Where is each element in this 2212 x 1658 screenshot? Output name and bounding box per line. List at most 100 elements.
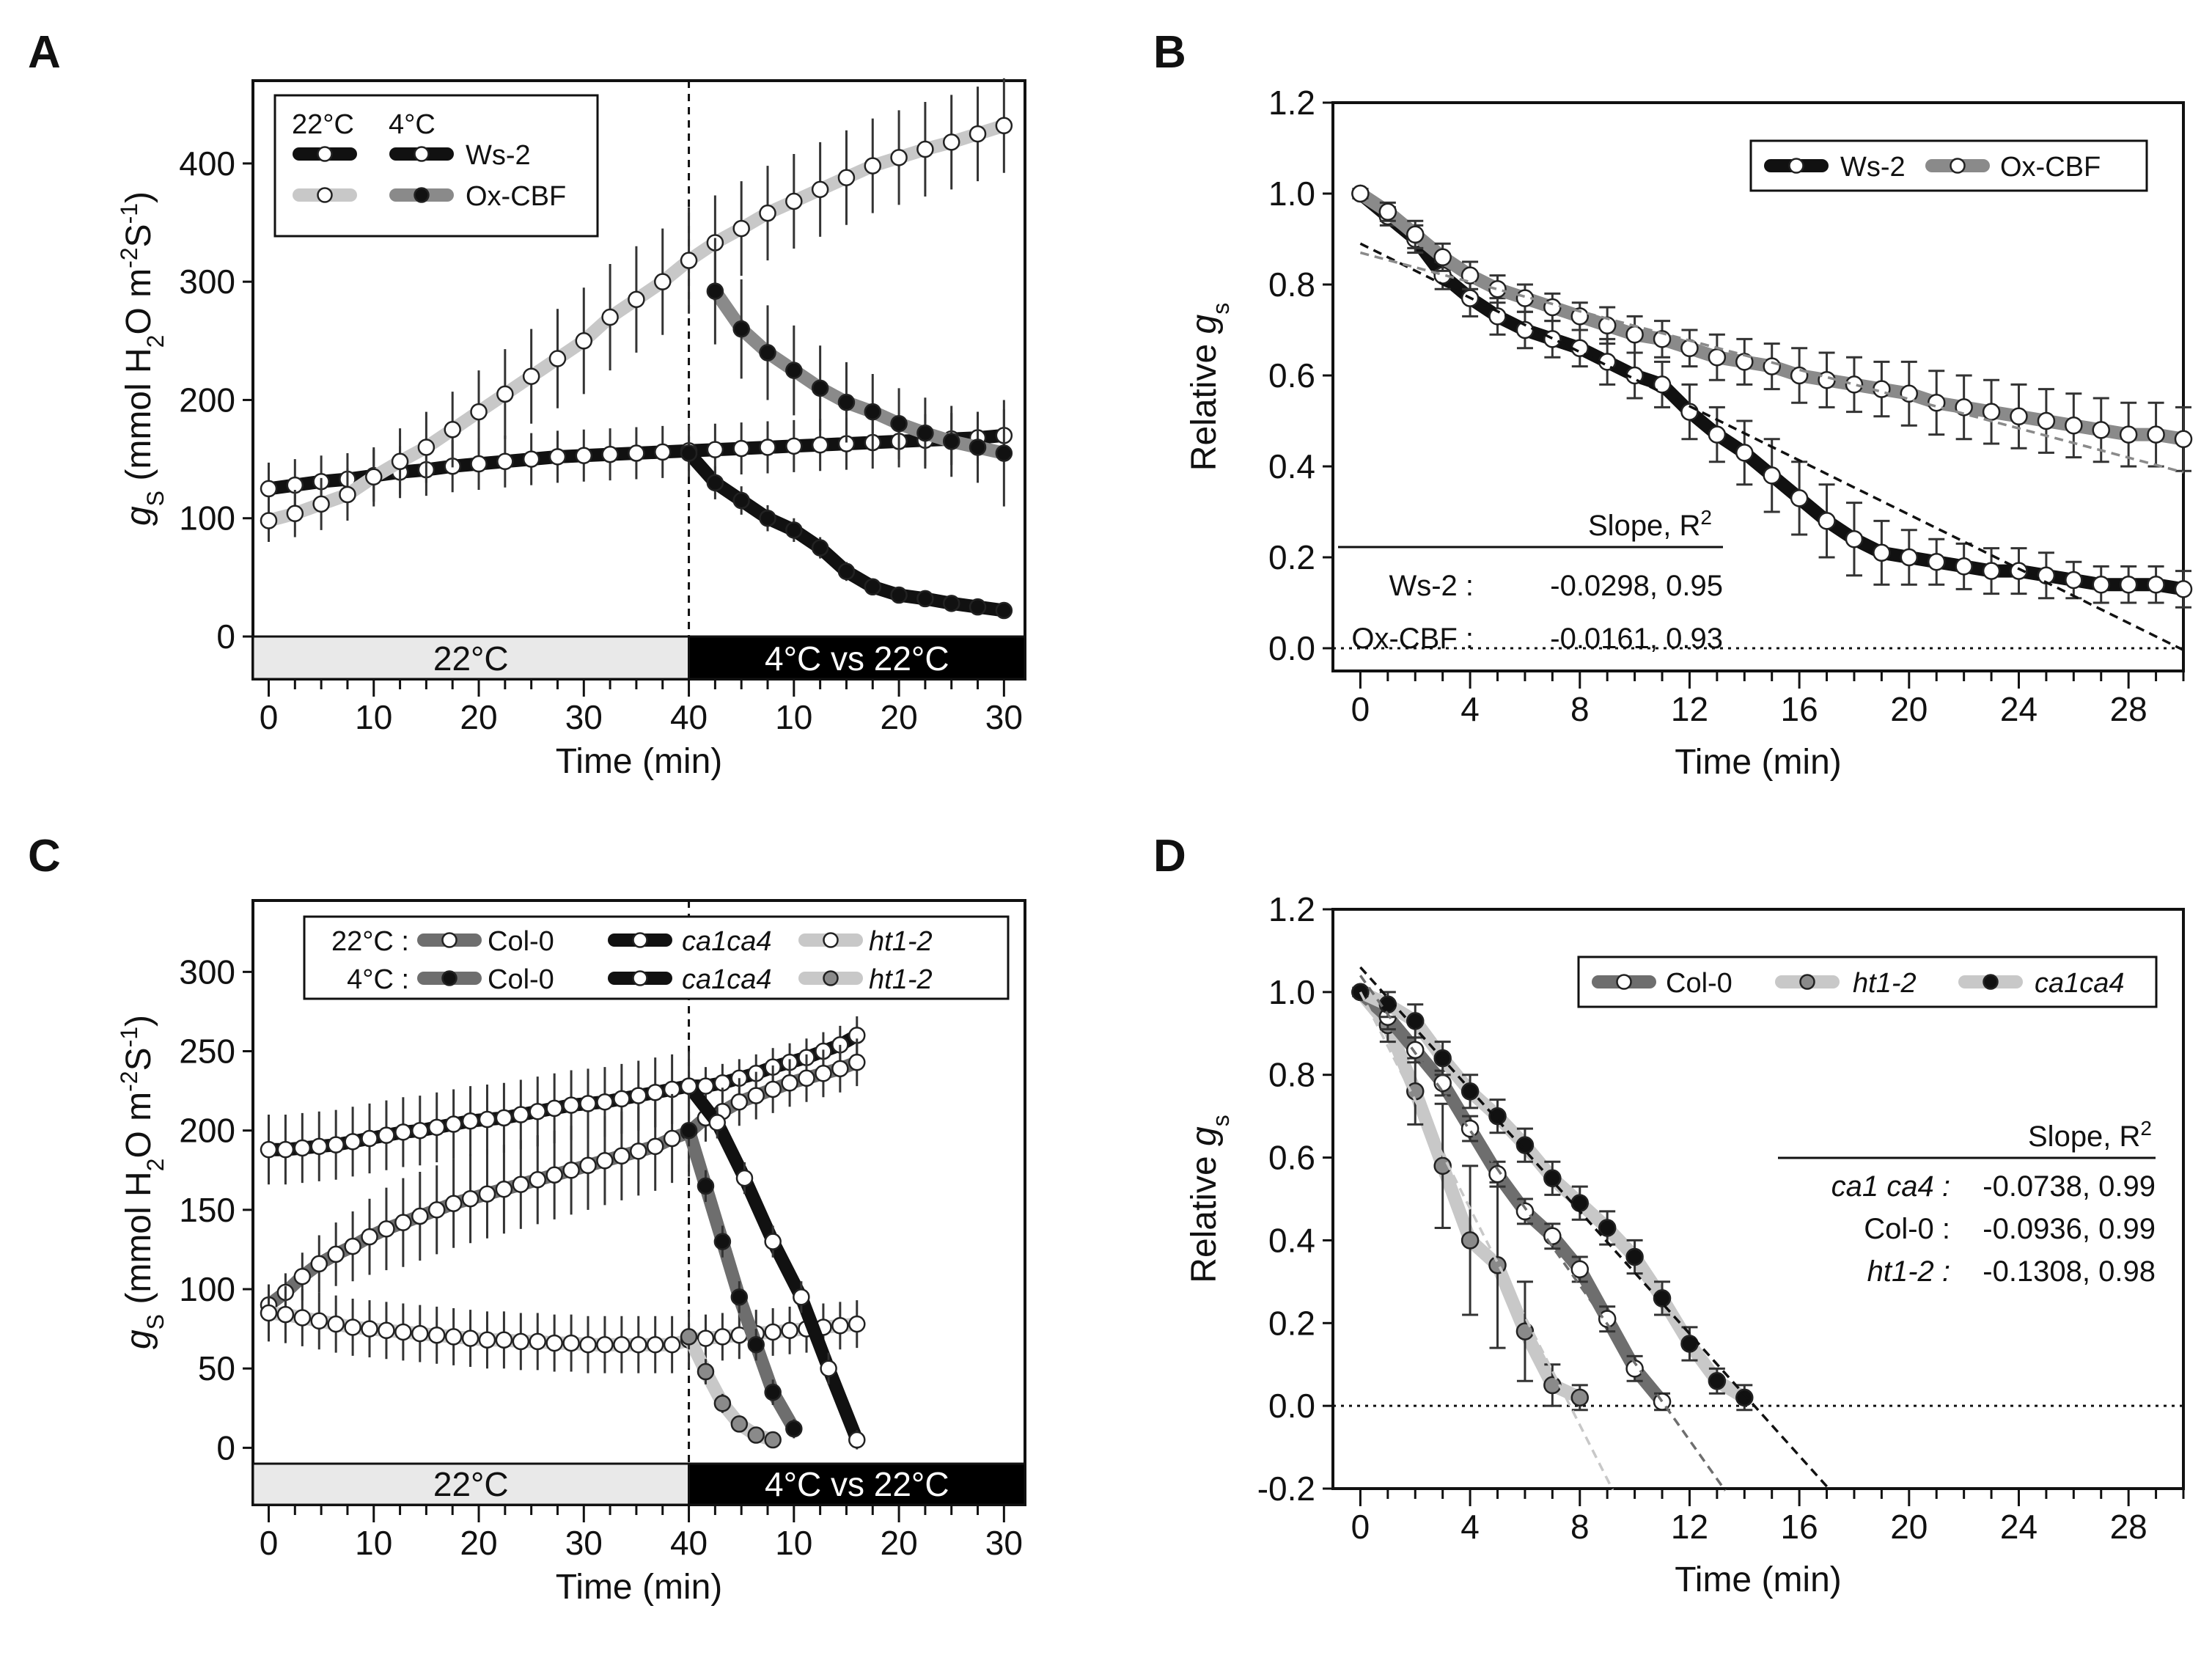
- x-tick-label: 10: [775, 1524, 812, 1562]
- series-data-point: [848, 1053, 866, 1071]
- series-data-point: [630, 1335, 647, 1354]
- series-data-point: [942, 133, 960, 151]
- series-data-point: [361, 1320, 378, 1338]
- series-data-point: [496, 452, 514, 471]
- stats-header-slope: Slope,: [2028, 1120, 2120, 1153]
- series-data-point: [1625, 325, 1644, 344]
- stats-row-key: Ox-CBF :: [1351, 623, 1474, 655]
- series-data-point: [444, 1328, 463, 1346]
- series-series-line: [1353, 187, 2190, 446]
- stats-row-value: -0.0936, 0.99: [1983, 1213, 2156, 1245]
- series-data-point: [260, 512, 278, 529]
- legend-ws2-4-marker: [414, 146, 430, 162]
- y-axis-label-part: -1: [116, 203, 142, 224]
- series-data-point: [942, 433, 960, 450]
- series-data-point: [735, 1169, 754, 1187]
- stats-row-value: -0.0298, 0.95: [1550, 570, 1723, 602]
- series-data-point: [1488, 279, 1507, 298]
- series-data-point: [630, 1142, 647, 1160]
- legend-4-1-marker: [632, 970, 648, 986]
- series-data-point: [2037, 411, 2056, 430]
- series-data-point: [596, 1152, 614, 1170]
- stats-row-value: -0.0161, 0.93: [1550, 623, 1723, 655]
- phase-label-warm: 22°C: [433, 1465, 509, 1503]
- series-data-point: [916, 590, 934, 608]
- series-data-point: [394, 1214, 412, 1231]
- y-tick-label: 0.2: [1268, 1304, 1315, 1342]
- series-data-point: [1625, 1360, 1644, 1378]
- series-data-point: [747, 1087, 765, 1104]
- x-tick-label: 30: [985, 1524, 1023, 1562]
- x-tick-label: 10: [355, 698, 392, 736]
- series-data-point: [1845, 529, 1864, 549]
- x-tick-label: 28: [2110, 690, 2147, 728]
- y-tick-label: 0.0: [1268, 1387, 1315, 1425]
- y-tick-label: 200: [179, 1112, 235, 1150]
- series-data-point: [1460, 1231, 1480, 1250]
- legend-label: ca1ca4: [682, 926, 772, 957]
- series-data-point: [344, 1133, 361, 1151]
- series-data-point: [427, 1201, 446, 1219]
- series-data-point: [2092, 421, 2110, 439]
- series-data-point: [344, 1318, 361, 1336]
- series-data-point: [293, 1139, 312, 1157]
- series-data-point: [764, 1233, 782, 1250]
- y-axis-label-part: O m: [120, 268, 158, 335]
- series-data-point: [646, 1335, 664, 1354]
- x-tick-label: 12: [1671, 1508, 1708, 1546]
- series-data-point: [815, 1065, 832, 1082]
- legend-ws2-22-marker: [317, 146, 333, 162]
- series-data-point: [781, 1321, 798, 1340]
- series-data-point: [653, 443, 672, 461]
- panel-a: A 22°C 4°C vs 22°C 0 100 200 300 400 0 10 20 30 40 10…: [28, 27, 1026, 781]
- series-data-point: [601, 308, 619, 326]
- series-data-point: [344, 1237, 361, 1255]
- series-series-line: [262, 1055, 864, 1312]
- series-data-point: [759, 509, 776, 527]
- y-axis-label: Relative gs: [1185, 303, 1234, 471]
- series-data-point: [596, 1093, 614, 1111]
- y-axis-label: gS (mmol H2O m-2S-1): [116, 191, 169, 526]
- series-data-point: [730, 1288, 749, 1306]
- series-data-point: [394, 1323, 412, 1341]
- stats-header-sup: 2: [1700, 506, 1712, 529]
- series-data-point: [706, 441, 724, 458]
- y-tick-label: 0.6: [1268, 356, 1315, 395]
- legend-label: Ws-2: [1840, 152, 1906, 183]
- y-axis-label-part: -2: [116, 1071, 142, 1091]
- y-axis-label-part: S: [142, 491, 169, 506]
- y-tick-label: 1.2: [1268, 890, 1315, 928]
- x-tick-label: 0: [1351, 690, 1370, 728]
- x-tick-label: 12: [1671, 690, 1708, 728]
- series-data-point: [890, 586, 908, 604]
- series-data-point: [470, 403, 488, 421]
- legend-col0-marker: [1616, 974, 1632, 990]
- series-data-point: [575, 447, 593, 464]
- series-data-point: [522, 367, 540, 385]
- series-data-point: [495, 1331, 513, 1349]
- stats-header-r: R: [1680, 510, 1701, 542]
- x-axis-label: Time (min): [1675, 1560, 1842, 1599]
- series-data-point: [1543, 1376, 1562, 1395]
- series-data-point: [864, 157, 882, 175]
- legend-label: ca1ca4: [2035, 968, 2125, 999]
- x-tick-label: 40: [670, 698, 708, 736]
- series-data-point: [1433, 248, 1452, 267]
- legend-4-0-marker: [441, 970, 458, 986]
- series-data-point: [378, 1126, 395, 1144]
- series-data-point: [529, 1102, 546, 1120]
- x-tick-label: 30: [565, 1524, 603, 1562]
- series-data-point: [310, 1137, 328, 1156]
- x-tick-label: 16: [1781, 1508, 1818, 1546]
- series-data-point: [785, 437, 803, 455]
- series-data-point: [663, 1335, 681, 1354]
- x-tick-label: 30: [565, 698, 603, 736]
- x-tick-label: 20: [460, 698, 497, 736]
- stats-row-value: -0.0738, 0.99: [1983, 1170, 2156, 1203]
- series-data-point: [1515, 1202, 1535, 1221]
- series-data-point: [545, 1166, 563, 1184]
- series-data-point: [378, 1220, 395, 1238]
- series-data-point: [1763, 357, 1781, 375]
- series-data-point: [697, 1177, 715, 1195]
